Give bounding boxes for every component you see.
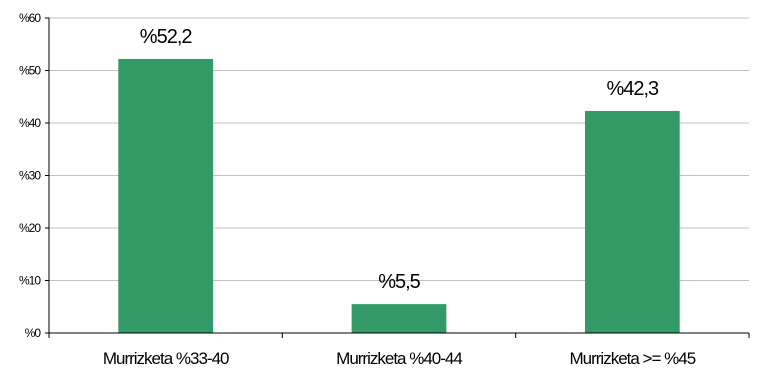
bar xyxy=(351,304,447,333)
data-label: %5,5 xyxy=(378,271,420,293)
y-tick-label: %30 xyxy=(19,169,41,183)
y-tick-label: %60 xyxy=(19,11,41,25)
y-tick-label: %0 xyxy=(25,326,42,340)
data-labels: %52,2 %5,5 %42,3 xyxy=(140,26,660,293)
y-tick-label: %40 xyxy=(19,116,41,130)
y-tick-label: %20 xyxy=(19,221,41,235)
x-tick-label: Murrizketa %33-40 xyxy=(103,349,229,368)
y-tick-label: %50 xyxy=(19,64,41,78)
data-label: %42,3 xyxy=(606,78,659,100)
y-tick-labels: %0 %10 %20 %30 %40 %50 %60 xyxy=(19,11,42,340)
data-label: %52,2 xyxy=(140,26,193,48)
x-tick-label: Murrizketa %40-44 xyxy=(336,349,462,368)
bar xyxy=(584,110,680,333)
bars xyxy=(118,58,680,333)
x-tick-label: Murrizketa >= %45 xyxy=(569,349,695,368)
axes xyxy=(45,17,750,338)
x-tick-labels: Murrizketa %33-40 Murrizketa %40-44 Murriz… xyxy=(103,349,697,368)
bar xyxy=(118,58,214,333)
y-tick-label: %10 xyxy=(19,274,41,288)
